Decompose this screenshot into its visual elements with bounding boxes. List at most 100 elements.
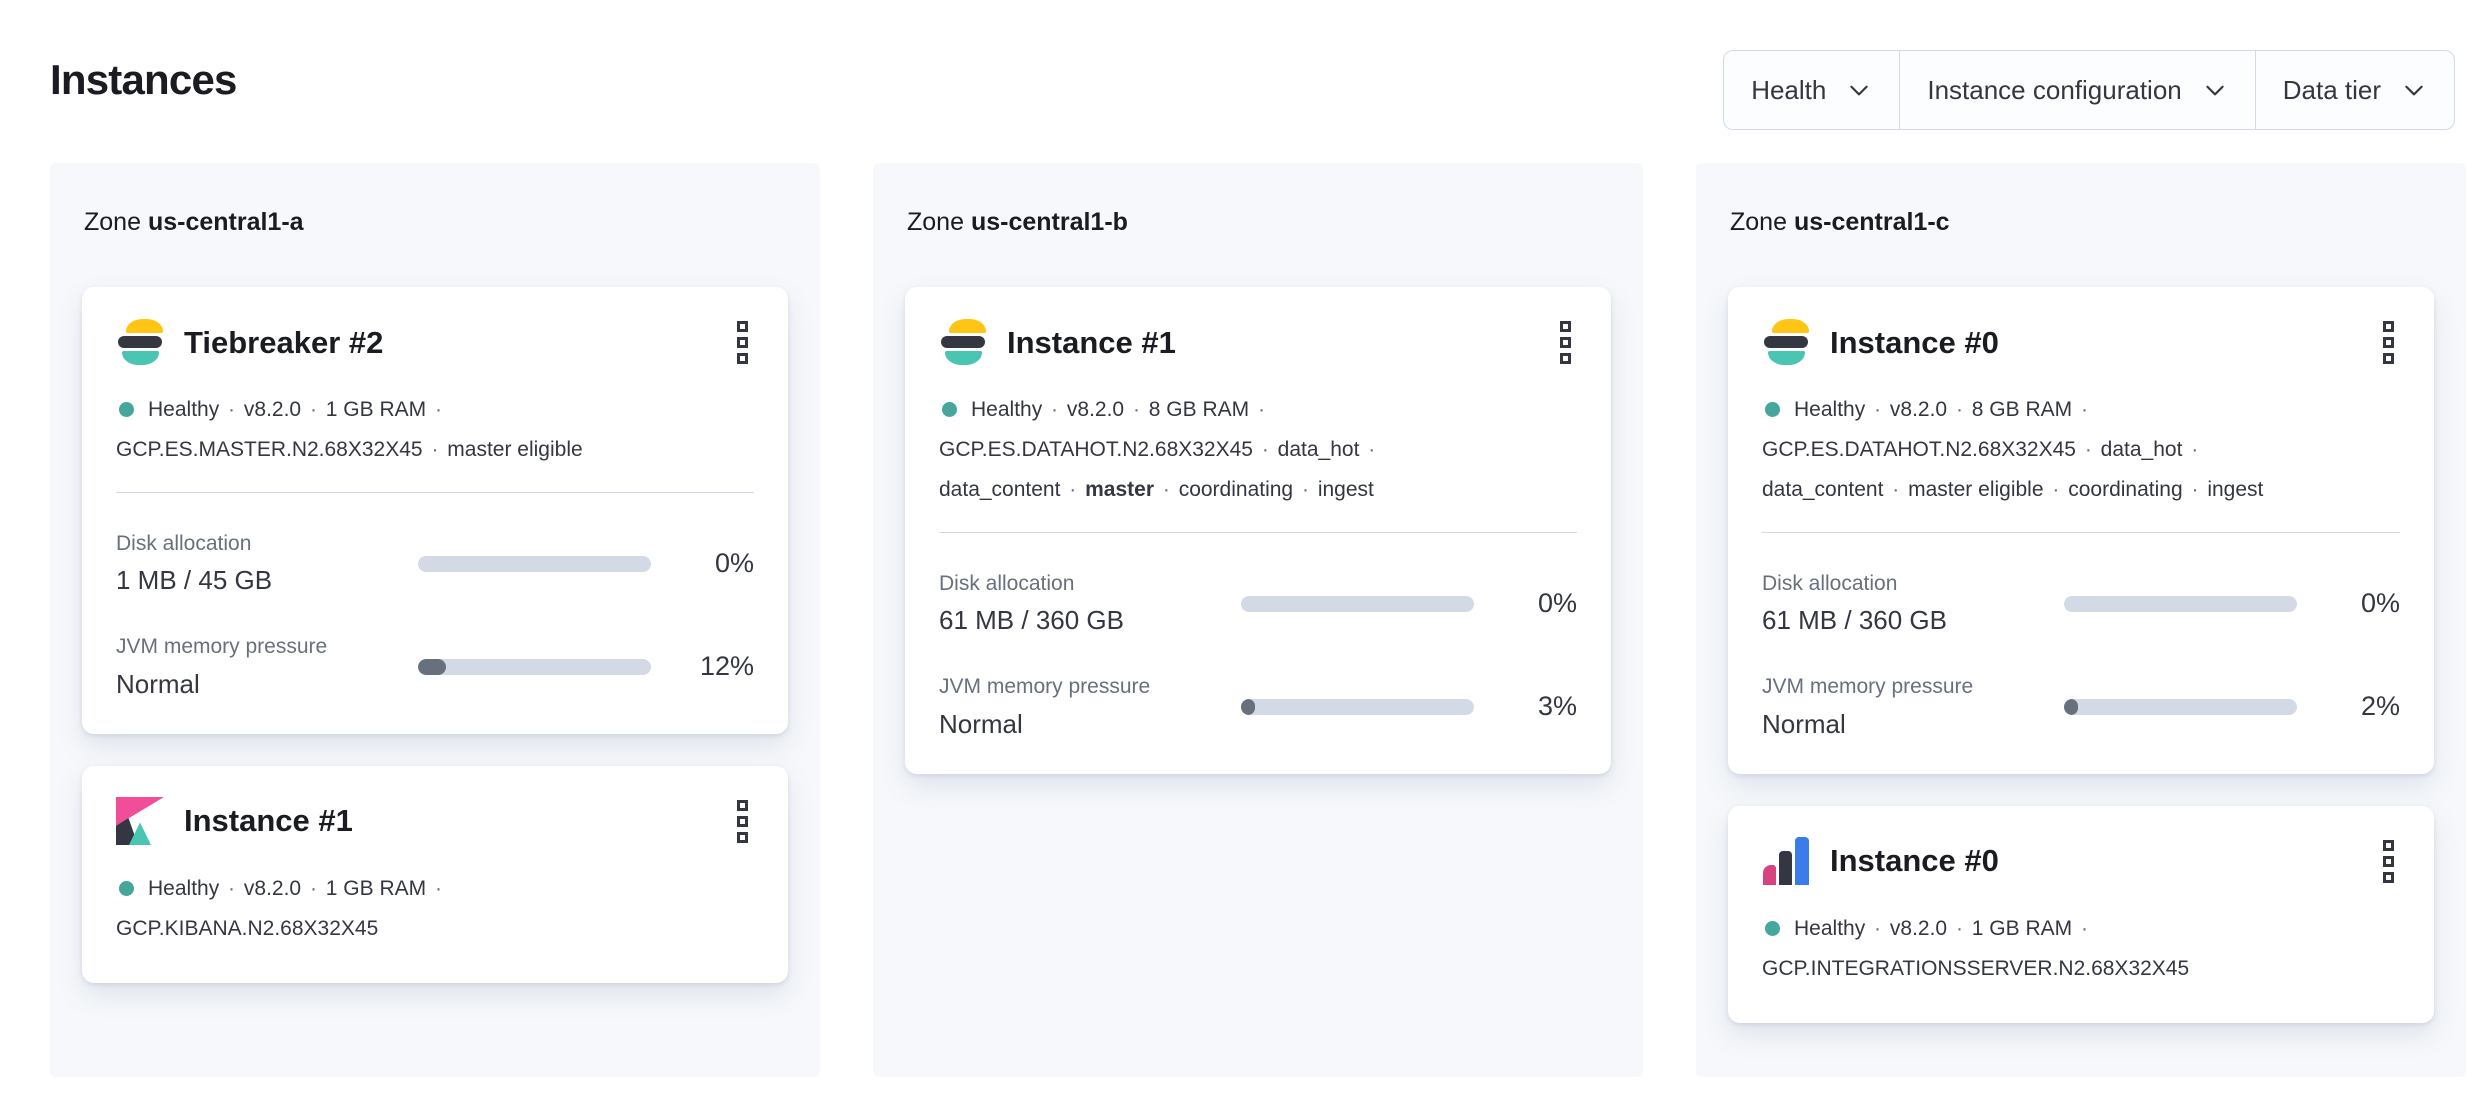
filter-button-data-tier[interactable]: Data tier	[2254, 51, 2454, 129]
meta-separator: ·	[2081, 916, 2088, 940]
instance-meta: Healthy · v8.2.0 · 8 GB RAM · GCP.ES.DAT…	[1762, 390, 2400, 510]
meta-item: GCP.ES.MASTER.N2.68X32X45	[116, 438, 423, 461]
instance-meta: Healthy · v8.2.0 · 8 GB RAM · GCP.ES.DAT…	[939, 390, 1577, 510]
zone-name: us-central1-a	[147, 208, 304, 236]
card-divider	[116, 492, 754, 493]
meta-item: Healthy	[1794, 916, 1866, 940]
instance-card: Tiebreaker #2 Healthy · v8.2.0 · 1 GB RA…	[82, 287, 788, 734]
meta-separator: ·	[1132, 398, 1140, 421]
meta-separator: ·	[435, 876, 442, 900]
meta-separator: ·	[1258, 398, 1265, 421]
meta-item: coordinating	[2068, 478, 2183, 501]
instance-meta: Healthy · v8.2.0 · 1 GB RAM · GCP.ES.MAS…	[116, 390, 754, 470]
meta-item: 8 GB RAM	[1971, 398, 2073, 421]
meta-separator: ·	[1892, 478, 1900, 501]
meta-separator: ·	[309, 398, 317, 421]
health-dot-icon	[119, 880, 134, 896]
meta-item: coordinating	[1178, 478, 1294, 501]
meta-separator: ·	[1874, 916, 1882, 940]
metric-percent: 0%	[714, 548, 754, 579]
kibana-logo-icon	[116, 797, 164, 845]
elasticsearch-logo-icon	[939, 318, 987, 367]
metric-label: JVM memory pressure	[939, 675, 1151, 699]
filter-group: Health Instance configuration Data tier	[1723, 50, 2455, 130]
filter-button-health[interactable]: Health	[1724, 51, 1899, 129]
instance-card: Instance #0 Healthy · v8.2.0 · 8 GB RAM …	[1728, 287, 2434, 774]
zone-label: Zone us-central1-c	[1730, 207, 2434, 237]
instance-title: Instance #1	[184, 803, 353, 838]
meta-item: Healthy	[1794, 398, 1866, 421]
metric-percent: 12%	[699, 651, 754, 682]
metric-label: JVM memory pressure	[1762, 675, 1974, 699]
zone-name: us-central1-c	[1793, 208, 1950, 236]
instance-actions-menu-button[interactable]	[731, 796, 754, 847]
meta-item: v8.2.0	[243, 398, 302, 421]
meta-item: v8.2.0	[243, 876, 302, 900]
card-divider	[939, 532, 1577, 533]
instance-title: Instance #1	[1007, 324, 1176, 360]
instance-title: Instance #0	[1830, 843, 1999, 878]
disk-progress-bar	[418, 555, 651, 572]
meta-item: master eligible	[1908, 478, 2044, 501]
zone-label-prefix: Zone	[1730, 208, 1787, 236]
meta-item: v8.2.0	[1066, 398, 1125, 421]
meta-item: GCP.INTEGRATIONSSERVER.N2.68X32X45	[1762, 956, 2190, 980]
meta-item: master eligible	[447, 438, 583, 461]
metric-row-jvm: JVM memory pressure Normal 12%	[116, 634, 754, 699]
instance-actions-menu-button[interactable]	[2377, 836, 2400, 887]
metric-row-disk: Disk allocation 1 MB / 45 GB 0%	[116, 531, 754, 596]
meta-item: ingest	[1317, 478, 1374, 501]
meta-separator: ·	[1301, 478, 1309, 501]
metric-value: Normal	[1762, 708, 1846, 739]
meta-item: 1 GB RAM	[325, 398, 427, 421]
zone-label-prefix: Zone	[907, 208, 964, 236]
jvm-progress-bar	[418, 658, 651, 675]
progress-fill	[2064, 698, 2078, 715]
elasticsearch-logo-icon	[116, 318, 164, 367]
health-dot-icon	[119, 402, 134, 417]
zone-label: Zone us-central1-a	[84, 207, 788, 237]
instance-card: Instance #1 Healthy · v8.2.0 · 8 GB RAM …	[905, 287, 1611, 774]
instance-actions-menu-button[interactable]	[2377, 317, 2400, 368]
card-divider	[1762, 532, 2400, 533]
metric-value: 1 MB / 45 GB	[116, 565, 273, 596]
progress-fill	[1241, 698, 1255, 715]
filter-button-instance-configuration[interactable]: Instance configuration	[1899, 51, 2254, 129]
zone-panel-us-central1-c: Zone us-central1-c Instance #0 Healthy ·…	[1696, 163, 2466, 1077]
zone-name: us-central1-b	[970, 208, 1128, 236]
meta-separator: ·	[1955, 916, 1963, 940]
metric-label: Disk allocation	[1762, 572, 1898, 595]
instance-meta: Healthy · v8.2.0 · 1 GB RAM · GCP.KIBANA…	[116, 869, 754, 949]
meta-item: data_hot	[1277, 438, 1360, 461]
progress-fill	[418, 658, 446, 675]
meta-separator: ·	[1069, 478, 1077, 501]
metric-row-jvm: JVM memory pressure Normal 2%	[1762, 674, 2400, 739]
meta-item: GCP.KIBANA.N2.68X32X45	[116, 916, 379, 940]
instance-actions-menu-button[interactable]	[1554, 317, 1577, 368]
health-dot-icon	[1765, 402, 1780, 417]
integrations-server-logo-icon	[1762, 837, 1810, 885]
metric-percent: 2%	[2360, 691, 2400, 722]
page-title: Instances	[50, 56, 237, 103]
meta-item: v8.2.0	[1889, 398, 1948, 421]
metric-label: Disk allocation	[939, 572, 1075, 595]
instance-card: Instance #0 Healthy · v8.2.0 · 1 GB RAM …	[1728, 805, 2434, 1023]
instance-meta: Healthy · v8.2.0 · 1 GB RAM · GCP.INTEGR…	[1762, 909, 2400, 989]
disk-progress-bar	[2064, 595, 2297, 612]
meta-item: Healthy	[971, 398, 1043, 421]
filter-label: Data tier	[2282, 74, 2381, 105]
meta-item: 1 GB RAM	[1971, 916, 2073, 940]
instance-card: Instance #1 Healthy · v8.2.0 · 1 GB RAM …	[82, 765, 788, 983]
meta-item: 1 GB RAM	[325, 876, 427, 900]
filter-label: Instance configuration	[1927, 74, 2182, 105]
meta-separator: ·	[228, 398, 236, 421]
instance-title: Tiebreaker #2	[184, 324, 384, 360]
metric-percent: 0%	[1537, 588, 1577, 619]
meta-item: GCP.ES.DATAHOT.N2.68X32X45	[1762, 438, 2076, 461]
instance-actions-menu-button[interactable]	[731, 317, 754, 368]
meta-item-master: master	[1085, 478, 1155, 501]
meta-separator: ·	[1955, 398, 1963, 421]
disk-progress-bar	[1241, 595, 1474, 612]
metric-value: 61 MB / 360 GB	[1762, 605, 1947, 636]
meta-separator: ·	[2191, 438, 2199, 461]
